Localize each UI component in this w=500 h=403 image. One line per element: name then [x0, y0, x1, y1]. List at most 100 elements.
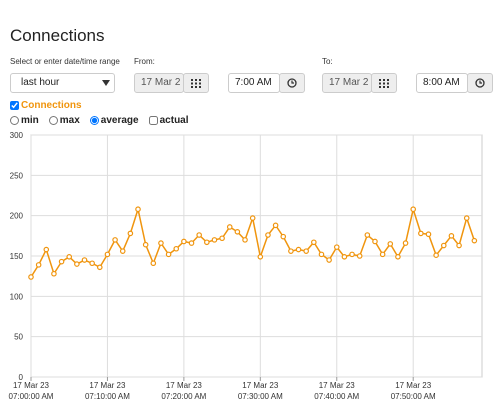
data-point	[165, 251, 172, 258]
data-point	[333, 244, 340, 250]
data-point	[326, 257, 332, 263]
mode-option[interactable]: average	[89, 115, 139, 126]
x-tick-label: 17 Mar 23 07:00:00 AM	[9, 381, 54, 401]
mode-options: min max average actual	[10, 115, 189, 126]
data-point	[418, 230, 424, 237]
data-point	[448, 233, 455, 239]
data-point	[74, 261, 80, 267]
mode-option[interactable]: min	[10, 115, 39, 126]
y-tick-label: 150	[10, 252, 24, 261]
to-calendar-button[interactable]	[371, 73, 397, 93]
data-point	[226, 224, 233, 230]
data-point	[257, 254, 264, 260]
radio[interactable]	[48, 116, 58, 125]
data-point	[303, 248, 309, 254]
data-point	[402, 240, 409, 246]
dropdown-arrow	[102, 80, 110, 86]
data-point	[471, 237, 478, 244]
data-point	[150, 260, 157, 267]
x-tick-label: 17 Mar 23 07:30:00 AM	[238, 381, 283, 401]
data-point	[280, 233, 287, 240]
data-point	[196, 232, 202, 238]
data-point	[96, 264, 103, 271]
data-point	[265, 232, 271, 238]
data-point	[440, 242, 447, 249]
data-point	[387, 241, 394, 247]
data-point	[463, 215, 470, 221]
data-point	[51, 270, 57, 277]
to-clock-button[interactable]	[467, 73, 493, 93]
data-point	[173, 245, 180, 252]
data-point	[211, 237, 218, 243]
data-point	[288, 248, 294, 254]
data-point	[379, 251, 386, 258]
y-tick-label: 0	[19, 373, 24, 382]
data-point	[295, 246, 302, 253]
data-point	[272, 222, 279, 229]
y-tick-label: 250	[10, 171, 24, 180]
data-point	[43, 246, 50, 253]
data-point	[311, 239, 317, 246]
data-point	[456, 242, 462, 249]
from-calendar-button[interactable]	[183, 73, 209, 93]
mode-option[interactable]: max	[48, 115, 80, 126]
checkbox[interactable]	[148, 116, 158, 125]
data-point	[35, 262, 42, 268]
data-point	[66, 254, 73, 260]
clock-icon	[475, 78, 485, 88]
mode-option[interactable]: actual	[148, 115, 189, 126]
y-tick-label: 100	[10, 292, 24, 301]
legend-entry: Connections	[21, 100, 82, 111]
y-tick-label: 300	[10, 131, 24, 140]
data-point	[318, 251, 325, 258]
data-point	[58, 258, 65, 265]
data-point	[81, 257, 88, 263]
y-tick-label: 50	[14, 333, 23, 342]
data-point	[112, 237, 118, 243]
data-point	[28, 274, 34, 280]
data-point	[364, 232, 371, 238]
data-point	[341, 254, 348, 260]
data-point	[410, 206, 417, 213]
series-toggle[interactable]: Connections	[10, 100, 82, 111]
y-tick-label: 200	[10, 212, 24, 221]
data-point	[395, 254, 401, 260]
option-label: min	[21, 115, 39, 126]
data-point	[356, 253, 363, 259]
from-label: From:	[134, 57, 155, 66]
data-point	[425, 231, 432, 238]
data-point	[135, 206, 141, 213]
range-label: Select or enter date/time range	[10, 57, 120, 66]
x-tick-label: 17 Mar 23 07:50:00 AM	[391, 381, 436, 401]
radio[interactable]	[89, 116, 99, 125]
data-point	[181, 238, 187, 245]
range-select[interactable]: last hour	[10, 73, 115, 93]
option-label: actual	[159, 115, 189, 126]
range-value: last hour	[21, 77, 60, 88]
option-label: average	[100, 115, 139, 126]
clock-icon	[287, 78, 297, 88]
radio[interactable]	[10, 116, 19, 125]
data-point	[372, 238, 378, 245]
data-point	[204, 239, 210, 246]
series-checkbox[interactable]	[10, 101, 19, 110]
data-point	[249, 215, 256, 221]
to-label: To:	[322, 57, 333, 66]
option-label: max	[59, 115, 80, 126]
data-point	[433, 252, 439, 258]
calendar-icon	[191, 78, 201, 88]
page-title: Connections	[10, 26, 105, 45]
data-point	[89, 260, 95, 267]
data-point	[127, 230, 134, 237]
x-tick-label: 17 Mar 23 07:40:00 AM	[314, 381, 359, 401]
data-point	[234, 229, 241, 235]
data-point	[188, 240, 195, 246]
x-tick-label: 17 Mar 23 07:20:00 AM	[161, 381, 206, 401]
data-point	[119, 248, 126, 254]
x-tick-label: 17 Mar 23 07:10:00 AM	[85, 381, 130, 401]
from-clock-button[interactable]	[279, 73, 305, 93]
data-point	[219, 235, 225, 242]
data-point	[349, 251, 355, 258]
